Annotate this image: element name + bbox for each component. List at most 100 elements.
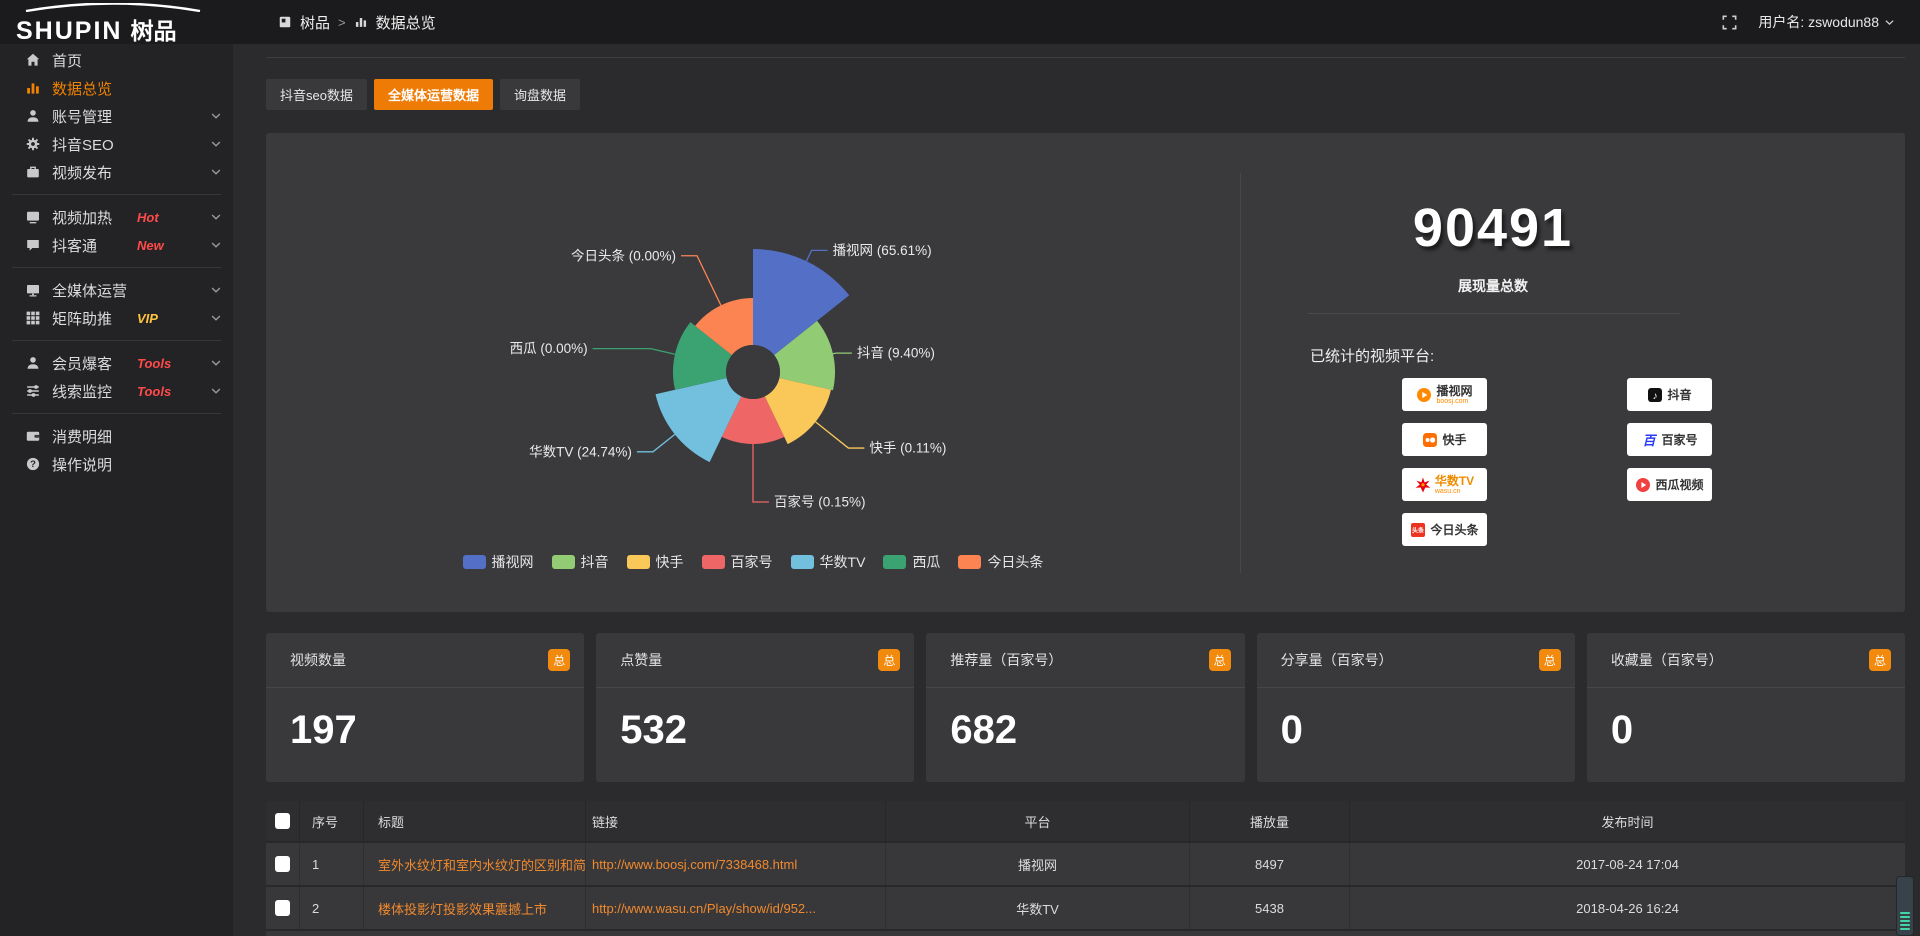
pie-slice-播视网[interactable] bbox=[753, 249, 850, 356]
sidebar-nav: 首页 数据总览 账号管理 抖音SEO 视频发布 视频加热 Hot 抖客通 New 全媒体运营 矩阵助… bbox=[0, 44, 233, 936]
stat-title: 点赞量 bbox=[620, 652, 663, 668]
chevron-down-icon[interactable] bbox=[209, 384, 223, 398]
column-header-序号[interactable]: 序号 bbox=[300, 801, 364, 841]
column-header-链接[interactable]: 链接 bbox=[586, 801, 886, 841]
legend-item-百家号[interactable]: 百家号 bbox=[701, 552, 773, 572]
row-views: 5438 bbox=[1190, 887, 1350, 929]
tab-1[interactable]: 抖音seo数据 bbox=[266, 79, 367, 110]
svg-text:百: 百 bbox=[1643, 433, 1658, 448]
legend-item-播视网[interactable]: 播视网 bbox=[462, 552, 534, 572]
sidebar-item-label: 消费明细 bbox=[52, 428, 113, 446]
legend-label: 西瓜 bbox=[912, 554, 941, 570]
total-badge[interactable]: 总 bbox=[548, 649, 571, 671]
pie-label-line bbox=[752, 444, 769, 503]
total-badge[interactable]: 总 bbox=[1538, 649, 1561, 671]
sidebar-item-label: 抖客通 bbox=[52, 237, 98, 255]
platform-subtext: boosj.com bbox=[1436, 397, 1469, 405]
sidebar-item-11[interactable]: 线索监控 Tools bbox=[0, 377, 233, 405]
sidebar-item-5[interactable]: 视频发布 bbox=[0, 158, 233, 186]
sidebar-item-label: 矩阵助推 bbox=[52, 310, 113, 328]
row-title[interactable]: 室外水纹灯和室内水纹灯的区别和简介 bbox=[364, 843, 586, 885]
table-row-1: 1 室外水纹灯和室内水纹灯的区别和简介 http://www.boosj.com/7… bbox=[266, 841, 1905, 885]
legend-item-今日头条[interactable]: 今日头条 bbox=[958, 552, 1043, 572]
tab-2[interactable]: 全媒体运营数据 bbox=[373, 79, 493, 110]
total-badge[interactable]: 总 bbox=[878, 649, 901, 671]
stat-value: 532 bbox=[620, 708, 687, 752]
kuaishou-logo bbox=[1422, 432, 1438, 448]
chevron-down-icon[interactable] bbox=[209, 356, 223, 370]
sidebar-item-2[interactable]: 数据总览 bbox=[0, 74, 233, 102]
sidebar-item-9[interactable]: 矩阵助推 VIP bbox=[0, 304, 233, 332]
row-title[interactable]: 楼体投影灯投影效果震撼上市 bbox=[364, 887, 586, 929]
sidebar-item-4[interactable]: 抖音SEO bbox=[0, 130, 233, 158]
platform-name: 播视网 bbox=[1436, 383, 1473, 398]
column-header-播放量[interactable]: 播放量 bbox=[1190, 801, 1350, 841]
sidebar-item-8[interactable]: 全媒体运营 bbox=[0, 276, 233, 304]
fullscreen-icon[interactable] bbox=[1721, 14, 1738, 31]
data-tabs: 抖音seo数据 全媒体运营数据 询盘数据 bbox=[266, 79, 580, 110]
total-badge[interactable]: 总 bbox=[1869, 649, 1892, 671]
legend-item-抖音[interactable]: 抖音 bbox=[551, 552, 609, 572]
row-checkbox-cell bbox=[266, 887, 300, 929]
row-link[interactable]: http://www.wasu.cn/Play/show/id/952... bbox=[586, 887, 886, 929]
overview-panel: 播视网 (65.61%) 抖音 (9.40%) 快手 (0.11%) 百家号 (0.1… bbox=[266, 133, 1905, 612]
xigua-logo bbox=[1635, 477, 1651, 493]
sidebar-item-badge: Tools bbox=[137, 383, 172, 399]
sidebar-group-divider bbox=[12, 267, 221, 268]
column-header-发布时间[interactable]: 发布时间 bbox=[1601, 814, 1654, 830]
sidebar-item-10[interactable]: 会员爆客 Tools bbox=[0, 349, 233, 377]
pie-slice-百家号[interactable] bbox=[721, 396, 785, 445]
row-checkbox-cell bbox=[266, 843, 300, 885]
legend-swatch bbox=[883, 555, 907, 569]
pie-label-line bbox=[832, 352, 852, 355]
legend-item-华数TV[interactable]: 华数TV bbox=[790, 552, 865, 572]
sidebar-group-divider bbox=[12, 194, 221, 195]
sidebar-item-badge: Tools bbox=[137, 355, 172, 371]
tab-3[interactable]: 询盘数据 bbox=[499, 79, 580, 110]
select-all-checkbox[interactable] bbox=[275, 813, 290, 829]
chevron-down-icon[interactable] bbox=[209, 238, 223, 252]
breadcrumb-current: 数据总览 bbox=[375, 14, 436, 32]
breadcrumb-home[interactable]: 树品 bbox=[300, 14, 331, 32]
pie-slice-今日头条[interactable] bbox=[695, 298, 753, 356]
pie-label: 西瓜 (0.00%) bbox=[510, 341, 588, 356]
chevron-down-icon[interactable] bbox=[209, 210, 223, 224]
user-menu[interactable]: 用户名: zswodun88 bbox=[1758, 12, 1896, 32]
chevron-down-icon[interactable] bbox=[209, 165, 223, 179]
row-checkbox[interactable] bbox=[275, 900, 290, 916]
sidebar-item-12[interactable]: 消费明细 bbox=[0, 422, 233, 450]
row-checkbox[interactable] bbox=[275, 856, 290, 872]
chevron-down-icon[interactable] bbox=[209, 137, 223, 151]
breadcrumb: 树品 > 数据总览 bbox=[278, 0, 436, 44]
chevron-down-icon[interactable] bbox=[209, 109, 223, 123]
pie-slice-抖音[interactable] bbox=[774, 320, 835, 391]
total-badge[interactable]: 总 bbox=[1208, 649, 1231, 671]
summary-section: 90491 展现量总数 已统计的视频平台: 播视网 boosj.com ♪ 抖音 快手 百… bbox=[1240, 133, 1905, 612]
pie-slice-快手[interactable] bbox=[764, 378, 831, 445]
column-header-平台[interactable]: 平台 bbox=[886, 801, 1190, 841]
row-index: 2 bbox=[300, 887, 364, 929]
row-link[interactable]: http://www.boosj.com/7338468.html bbox=[586, 843, 886, 885]
floating-scroll-widget[interactable] bbox=[1896, 876, 1914, 936]
sidebar-item-7[interactable]: 抖客通 New bbox=[0, 231, 233, 259]
pie-slice-华数TV[interactable] bbox=[655, 378, 742, 463]
sidebar-item-1[interactable]: 首页 bbox=[0, 46, 233, 74]
platform-badge-抖音: ♪ 抖音 bbox=[1627, 378, 1712, 411]
sidebar-item-13[interactable]: ? 操作说明 bbox=[0, 450, 233, 478]
row-views: 8497 bbox=[1190, 843, 1350, 885]
sidebar-item-3[interactable]: 账号管理 bbox=[0, 102, 233, 130]
stat-title: 视频数量 bbox=[290, 652, 346, 668]
legend-item-西瓜[interactable]: 西瓜 bbox=[883, 552, 940, 572]
chat-icon bbox=[25, 237, 41, 253]
logo-arc bbox=[25, 3, 201, 12]
legend-item-快手[interactable]: 快手 bbox=[626, 552, 684, 572]
sidebar-item-6[interactable]: 视频加热 Hot bbox=[0, 203, 233, 231]
boosj-logo bbox=[1416, 387, 1432, 403]
pie-slice-西瓜[interactable] bbox=[673, 322, 732, 390]
legend-label: 百家号 bbox=[730, 554, 773, 570]
chevron-down-icon[interactable] bbox=[209, 283, 223, 297]
platform-name: 今日头条 bbox=[1430, 522, 1479, 537]
chevron-down-icon[interactable] bbox=[209, 311, 223, 325]
column-header-标题[interactable]: 标题 bbox=[364, 801, 586, 841]
